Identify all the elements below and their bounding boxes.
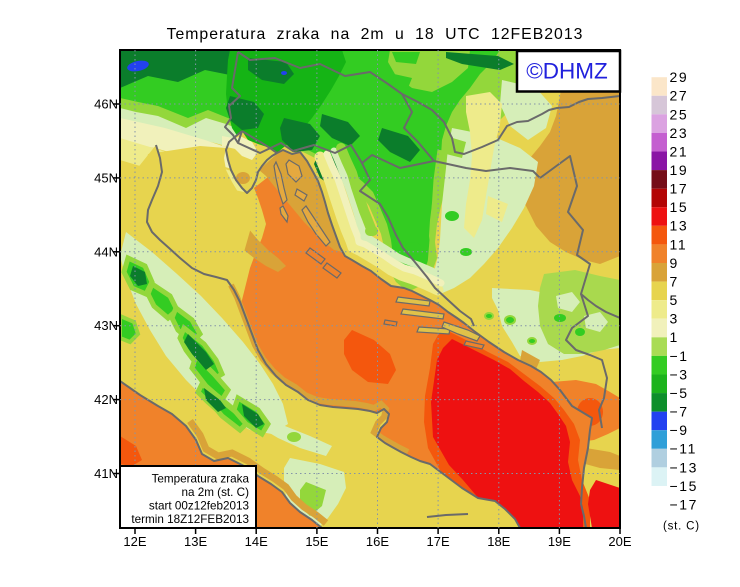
svg-text:−15: −15 <box>670 478 699 494</box>
svg-text:20E: 20E <box>608 534 631 549</box>
svg-text:9: 9 <box>670 255 679 271</box>
svg-text:Temperatura zraka na 2m u 18 U: Temperatura zraka na 2m u 18 UTC 12FEB20… <box>167 26 584 43</box>
svg-text:41N: 41N <box>94 466 118 481</box>
svg-text:21: 21 <box>670 143 689 159</box>
svg-text:23: 23 <box>670 125 689 141</box>
svg-text:43N: 43N <box>94 318 118 333</box>
svg-text:−13: −13 <box>670 459 699 475</box>
svg-text:−3: −3 <box>670 366 689 382</box>
svg-text:27: 27 <box>670 88 689 104</box>
svg-text:−1: −1 <box>670 348 689 364</box>
svg-text:29: 29 <box>670 69 689 85</box>
svg-text:Temperatura zraka: Temperatura zraka <box>152 473 250 486</box>
svg-text:13E: 13E <box>184 534 207 549</box>
svg-text:17: 17 <box>670 181 689 197</box>
svg-text:12E: 12E <box>123 534 146 549</box>
svg-text:7: 7 <box>670 273 679 289</box>
svg-text:−9: −9 <box>670 422 689 438</box>
svg-text:19E: 19E <box>548 534 571 549</box>
svg-text:17E: 17E <box>427 534 450 549</box>
svg-text:45N: 45N <box>94 170 118 185</box>
svg-text:15: 15 <box>670 199 689 215</box>
svg-text:termin 18Z12FEB2013: termin 18Z12FEB2013 <box>131 513 249 526</box>
svg-text:(st. C): (st. C) <box>663 521 700 533</box>
svg-text:44N: 44N <box>94 244 118 259</box>
svg-text:25: 25 <box>670 106 689 122</box>
svg-text:−11: −11 <box>670 441 698 457</box>
svg-text:13: 13 <box>670 218 689 234</box>
svg-text:14E: 14E <box>245 534 268 549</box>
svg-text:start 00z12feb2013: start 00z12feb2013 <box>149 500 249 513</box>
svg-text:18E: 18E <box>487 534 510 549</box>
svg-text:−5: −5 <box>670 385 689 401</box>
svg-text:1: 1 <box>670 329 679 345</box>
svg-text:19: 19 <box>670 162 689 178</box>
svg-text:42N: 42N <box>94 392 118 407</box>
svg-text:11: 11 <box>670 236 688 252</box>
svg-text:3: 3 <box>670 311 679 327</box>
svg-text:15E: 15E <box>305 534 328 549</box>
svg-text:5: 5 <box>670 292 679 308</box>
svg-text:−17: −17 <box>670 496 699 512</box>
svg-text:©DHMZ: ©DHMZ <box>526 59 608 84</box>
svg-text:46N: 46N <box>94 97 118 112</box>
svg-text:na 2m (st. C): na 2m (st. C) <box>181 486 249 499</box>
svg-text:−7: −7 <box>670 404 689 420</box>
svg-text:16E: 16E <box>366 534 389 549</box>
